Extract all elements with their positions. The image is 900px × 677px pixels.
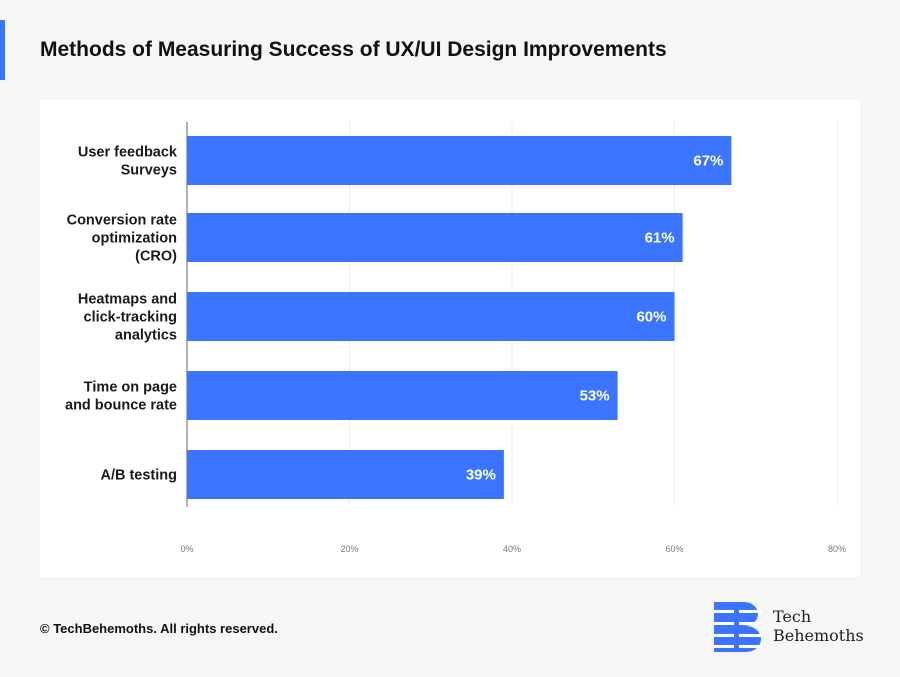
copyright-text: © TechBehemoths. All rights reserved.: [40, 621, 278, 636]
x-tick-label: 60%: [665, 544, 683, 554]
title-accent-bar: [0, 20, 5, 80]
x-tick-label: 80%: [828, 544, 846, 554]
bar: [187, 136, 732, 185]
bar: [187, 213, 683, 262]
data-label: 60%: [636, 309, 666, 326]
data-label: 39%: [466, 467, 496, 484]
data-label: 67%: [693, 153, 723, 170]
techbehemoths-logo-icon: [714, 602, 762, 652]
category-label: Time on page and bounce rate: [65, 380, 177, 414]
x-tick-label: 20%: [340, 544, 358, 554]
bar: [187, 292, 675, 341]
chart-panel: 0% 20% 40% 60% 80% 67% User feedback Surveys 61%…: [40, 100, 860, 577]
data-label: 61%: [645, 230, 675, 247]
category-label: Heatmaps and click-tracking analytics: [78, 292, 177, 344]
x-tick-label: 40%: [503, 544, 521, 554]
bar: [187, 450, 504, 499]
category-label: A/B testing: [100, 468, 177, 484]
x-tick-label: 0%: [180, 544, 193, 554]
logo-line-2: Behemoths: [773, 626, 864, 645]
bar-chart: 0% 20% 40% 60% 80% 67% User feedback Surveys 61%…: [65, 122, 846, 554]
bar: [187, 371, 618, 420]
logo-wordmark: Tech Behemoths: [773, 607, 864, 645]
data-label: 53%: [580, 388, 610, 405]
category-label: Conversion rate optimization (CRO): [67, 213, 178, 265]
category-label: User feedback Surveys: [78, 145, 178, 179]
logo-line-1: Tech: [773, 607, 812, 626]
page-title: Methods of Measuring Success of UX/UI De…: [40, 38, 667, 61]
